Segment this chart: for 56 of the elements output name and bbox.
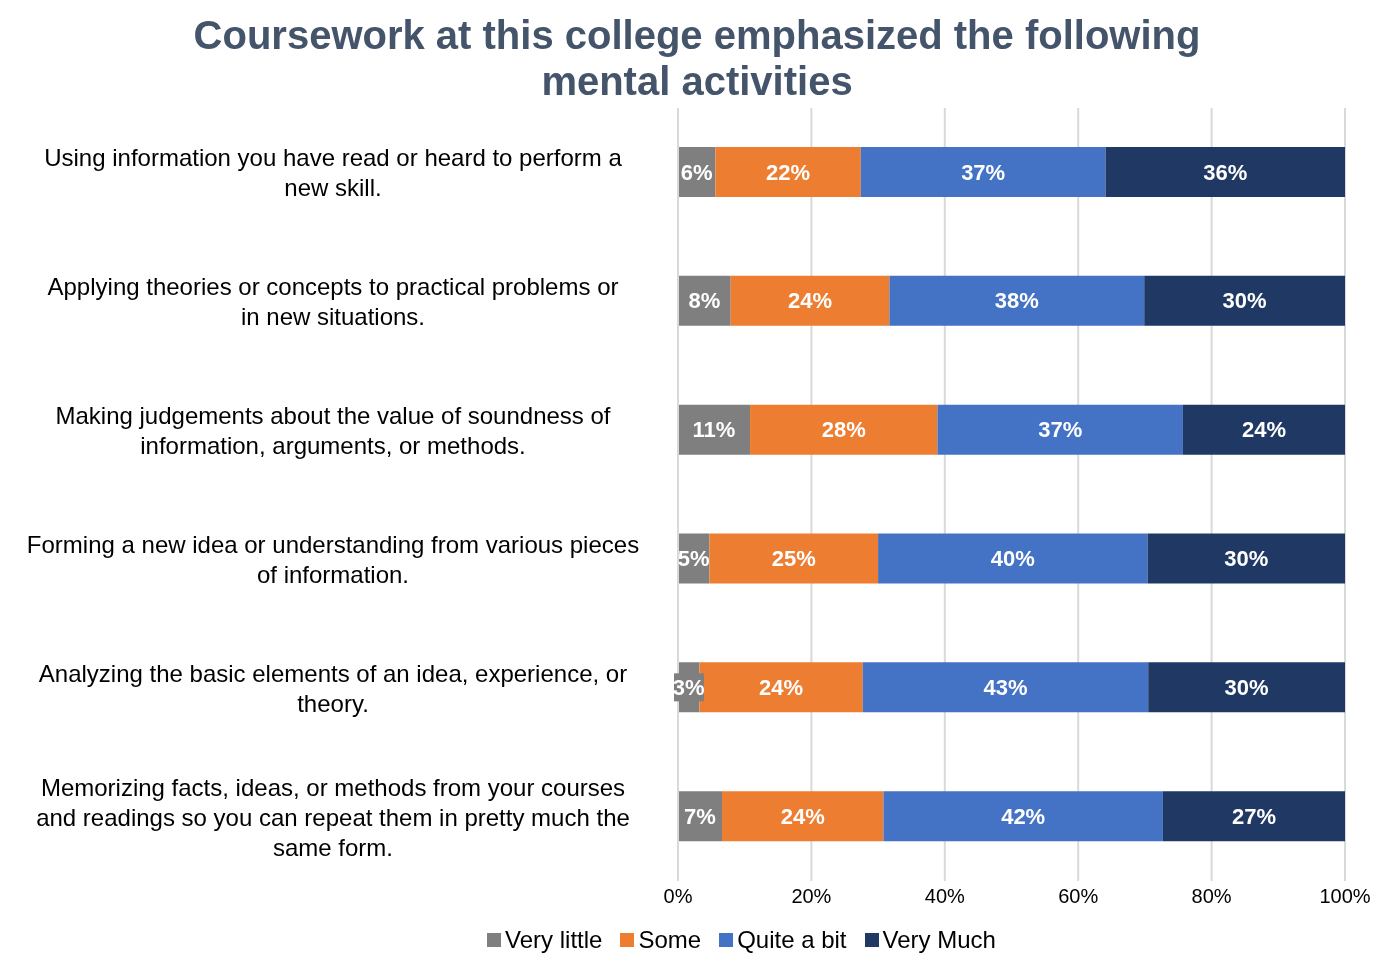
x-tick-label: 0%	[663, 885, 693, 908]
data-label: 25%	[771, 546, 816, 571]
bar	[1144, 275, 1345, 326]
bar	[1162, 791, 1345, 842]
y-tick-label: Using information you have read or heard to perform a new skill.	[44, 143, 623, 201]
bar	[750, 404, 938, 455]
y-tick-label: Analyzing the basic elements of an idea, experience, or theory.	[38, 659, 628, 717]
bar	[860, 147, 1106, 197]
bar	[883, 791, 1163, 842]
y-tick-label: Forming a new idea or understanding from various pieces of information.	[26, 530, 640, 588]
x-tick-label: 60%	[1058, 885, 1099, 908]
data-label: 24%	[780, 803, 825, 829]
data-label: 43%	[983, 674, 1028, 700]
data-label: 24%	[1241, 417, 1286, 443]
y-tick-label: Applying theories or concepts to practical problems or in new situations.	[47, 272, 619, 330]
bar	[730, 275, 890, 326]
data-label: 11%	[692, 417, 736, 443]
bar	[878, 533, 1148, 584]
data-label: 38%	[994, 288, 1039, 314]
legend-label: Very little	[504, 926, 603, 954]
bar	[1105, 147, 1345, 197]
x-tick-label: 80%	[1191, 885, 1232, 908]
x-tick-label: 100%	[1319, 885, 1371, 908]
data-label: 22%	[766, 159, 811, 185]
bar	[889, 275, 1145, 326]
y-tick-label: Making judgements about the value of soundness of information, arguments, or methods.	[55, 401, 611, 459]
bar	[1148, 662, 1345, 713]
data-label: 30%	[1222, 288, 1267, 314]
x-tick-label: 20%	[791, 885, 832, 908]
data-label: 37%	[1038, 417, 1083, 443]
chart-title: Coursework at this college emphasized the following mental activities	[192, 12, 1202, 105]
data-label: 7%	[684, 803, 716, 829]
data-label: 36%	[1203, 159, 1248, 185]
data-label: 6%	[680, 159, 713, 185]
bar	[715, 147, 861, 197]
data-label: 30%	[1224, 674, 1269, 700]
bar	[722, 791, 884, 842]
data-label: 24%	[788, 288, 833, 314]
legend-label: Some	[637, 926, 702, 954]
bar	[862, 662, 1149, 713]
legend-label: Quite a bit	[736, 926, 847, 954]
x-tick-label: 40%	[924, 885, 966, 908]
y-tick-label: Memorizing facts, ideas, or methods from your courses and readings so you can repeat them in pretty much the same form.	[36, 773, 630, 861]
bar	[937, 404, 1183, 455]
data-label: 42%	[1001, 803, 1046, 829]
data-label: 24%	[759, 674, 804, 700]
data-label: 8%	[688, 288, 721, 314]
bar	[709, 533, 879, 584]
data-label: 40%	[990, 546, 1035, 571]
bar	[1147, 533, 1345, 584]
legend-label: Very Much	[881, 926, 996, 954]
data-label: 37%	[961, 159, 1006, 185]
data-label: 30%	[1224, 546, 1269, 571]
data-label: 27%	[1231, 803, 1276, 829]
bar	[1182, 404, 1345, 455]
data-label: 28%	[821, 417, 866, 443]
